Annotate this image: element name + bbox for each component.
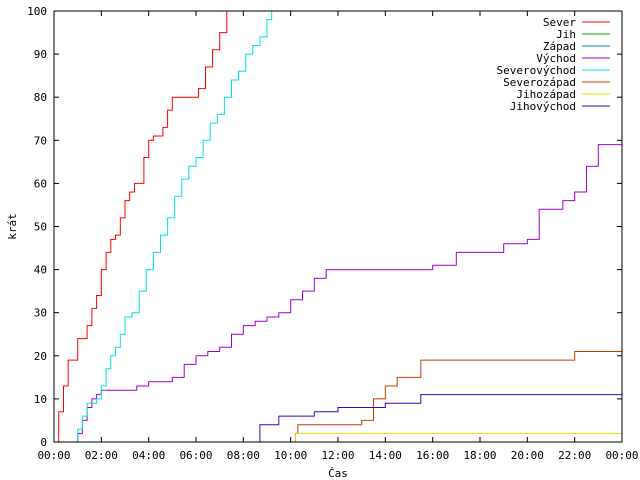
y-tick-label: 0: [40, 436, 47, 449]
x-tick-label: 06:00: [179, 449, 212, 462]
series-line-0: [54, 10, 230, 443]
x-tick-label: 22:00: [558, 449, 591, 462]
legend-label: Jihozápad: [516, 88, 576, 101]
x-tick-label: 02:00: [85, 449, 118, 462]
series-line-5: [293, 351, 622, 443]
y-tick-label: 20: [34, 350, 47, 363]
y-tick-label: 100: [27, 5, 47, 18]
x-tick-label: 08:00: [227, 449, 260, 462]
legend-label: Východ: [536, 52, 576, 65]
legend-label: Jih: [556, 28, 576, 41]
y-axis-title: krát: [6, 213, 19, 240]
x-axis: 00:00 02:00 04:00 06:00 08:00 10:00 12:00 14:00…: [37, 11, 639, 462]
y-tick-label: 50: [34, 221, 47, 234]
x-tick-label: 16:00: [416, 449, 449, 462]
legend-label: Sever: [543, 16, 576, 29]
series-layer: [54, 10, 622, 443]
y-tick-label: 70: [34, 134, 47, 147]
x-tick-label: 14:00: [369, 449, 402, 462]
x-tick-label: 20:00: [511, 449, 544, 462]
x-tick-label: 00:00: [37, 449, 70, 462]
y-tick-label: 90: [34, 48, 47, 61]
legend-label: Jihovýchod: [510, 100, 576, 113]
y-tick-label: 40: [34, 264, 47, 277]
series-line-7: [257, 394, 622, 443]
x-axis-title: Čas: [328, 467, 348, 480]
y-tick-label: 10: [34, 393, 47, 406]
y-tick-label: 60: [34, 177, 47, 190]
legend: SeverJihZápadVýchodSeverovýchodSeverozáp…: [497, 16, 610, 113]
x-tick-label: 18:00: [463, 449, 496, 462]
legend-label: Severozápad: [503, 76, 576, 89]
x-tick-label: 10:00: [274, 449, 307, 462]
y-tick-label: 80: [34, 91, 47, 104]
y-axis: 0 10 20 30 40 50 60 70 80 90 100: [27, 5, 622, 449]
x-tick-label: 04:00: [132, 449, 165, 462]
x-tick-label: 12:00: [321, 449, 354, 462]
x-tick-label: 00:00: [605, 449, 638, 462]
legend-label: Severovýchod: [497, 64, 576, 77]
series-line-4: [75, 11, 273, 443]
legend-label: Západ: [543, 40, 576, 53]
y-tick-label: 30: [34, 307, 47, 320]
